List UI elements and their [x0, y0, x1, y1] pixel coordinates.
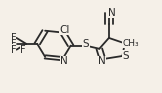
Text: F: F	[11, 39, 16, 49]
Text: S: S	[82, 39, 89, 49]
Text: F: F	[11, 45, 16, 55]
Text: CH₃: CH₃	[123, 39, 139, 48]
Text: S: S	[122, 50, 129, 61]
Text: N: N	[60, 56, 68, 66]
Text: F: F	[20, 45, 26, 55]
Text: Cl: Cl	[59, 25, 69, 35]
Text: F: F	[11, 33, 16, 43]
Text: N: N	[98, 56, 106, 66]
Text: N: N	[108, 8, 116, 18]
